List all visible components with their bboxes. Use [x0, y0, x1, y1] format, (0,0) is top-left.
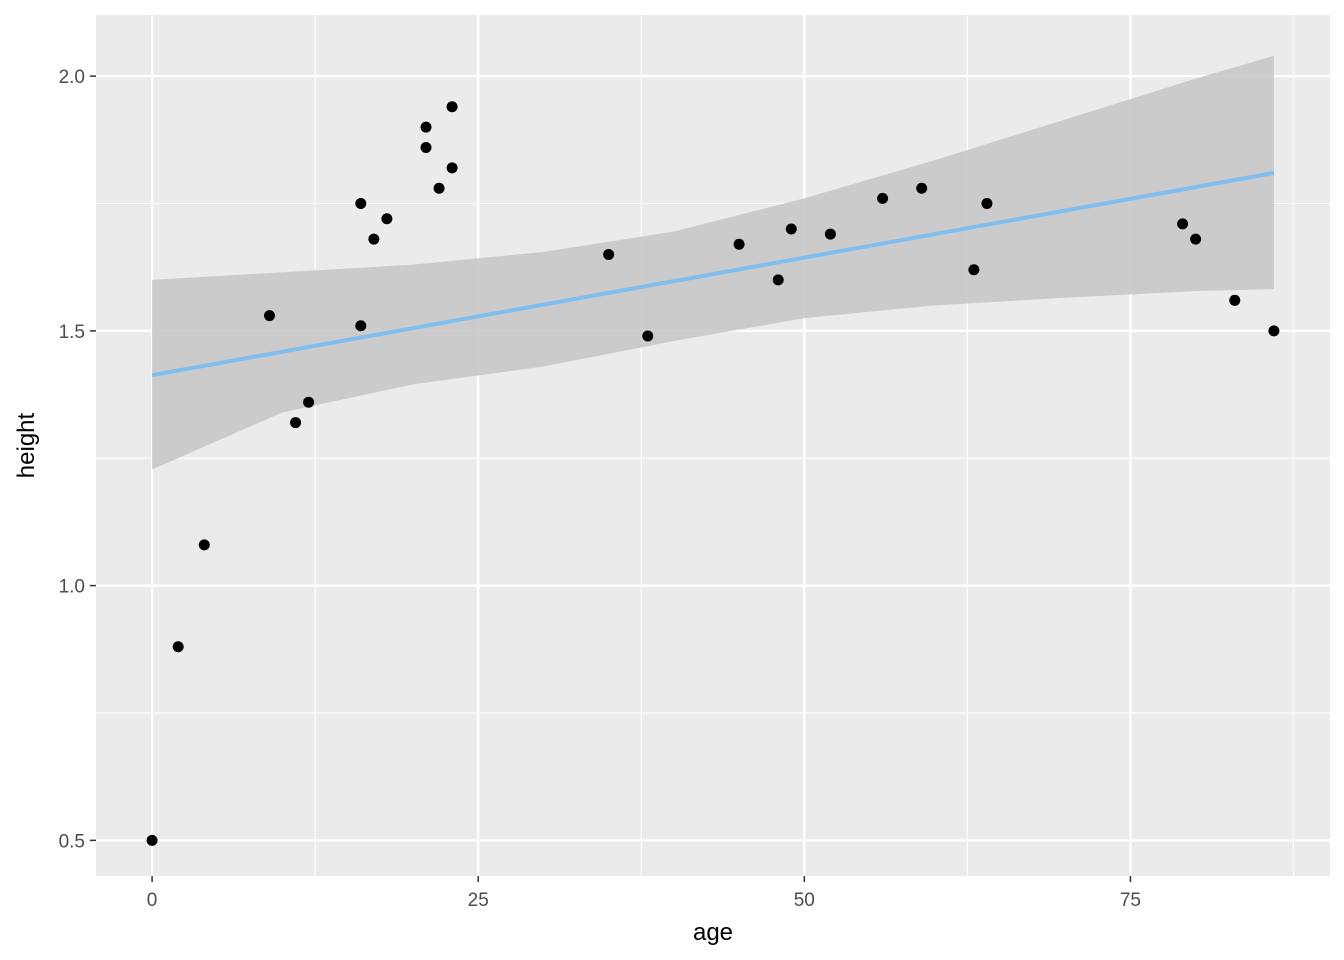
- data-point: [368, 233, 380, 245]
- data-point: [642, 330, 654, 342]
- x-tick-label: 25: [468, 890, 489, 911]
- data-point: [603, 248, 615, 260]
- data-point: [1177, 218, 1189, 230]
- data-point: [381, 213, 393, 225]
- data-point: [420, 141, 432, 153]
- y-tick-label: 1.0: [59, 577, 85, 598]
- confidence-band: [152, 55, 1274, 470]
- axis-layer: 0 25 50 75 0.5 1.0 1.5 2.0: [59, 67, 1141, 911]
- data-point: [290, 417, 302, 429]
- data-point: [420, 121, 432, 133]
- data-point: [877, 192, 889, 204]
- data-point: [1268, 325, 1280, 337]
- data-point: [824, 228, 836, 240]
- points-layer: [146, 101, 1280, 846]
- data-point: [446, 101, 458, 113]
- data-point: [968, 264, 980, 276]
- data-point: [916, 182, 928, 194]
- data-point: [172, 641, 184, 653]
- data-point: [303, 396, 315, 408]
- data-point: [263, 310, 275, 322]
- x-tick-label: 0: [147, 890, 158, 911]
- x-axis-title: age: [693, 919, 733, 946]
- data-point: [355, 198, 367, 210]
- data-point: [446, 162, 458, 174]
- data-point: [1229, 294, 1241, 306]
- fit-line: [151, 170, 1275, 378]
- data-point: [772, 274, 784, 286]
- data-point: [1190, 233, 1202, 245]
- data-point: [433, 182, 445, 194]
- confidence-band-layer: [152, 55, 1274, 470]
- data-point: [198, 539, 210, 551]
- y-tick-label: 1.5: [59, 322, 85, 343]
- x-tick-label: 50: [794, 890, 815, 911]
- y-tick-label: 0.5: [59, 831, 85, 852]
- data-point: [733, 238, 745, 250]
- x-tick-label: 75: [1120, 890, 1141, 911]
- data-point: [981, 198, 993, 210]
- y-tick-label: 2.0: [59, 67, 85, 88]
- data-point: [355, 320, 367, 332]
- y-axis-title: height: [13, 412, 40, 478]
- data-point: [785, 223, 797, 235]
- fit-line-layer: [151, 170, 1275, 378]
- data-point: [146, 834, 158, 846]
